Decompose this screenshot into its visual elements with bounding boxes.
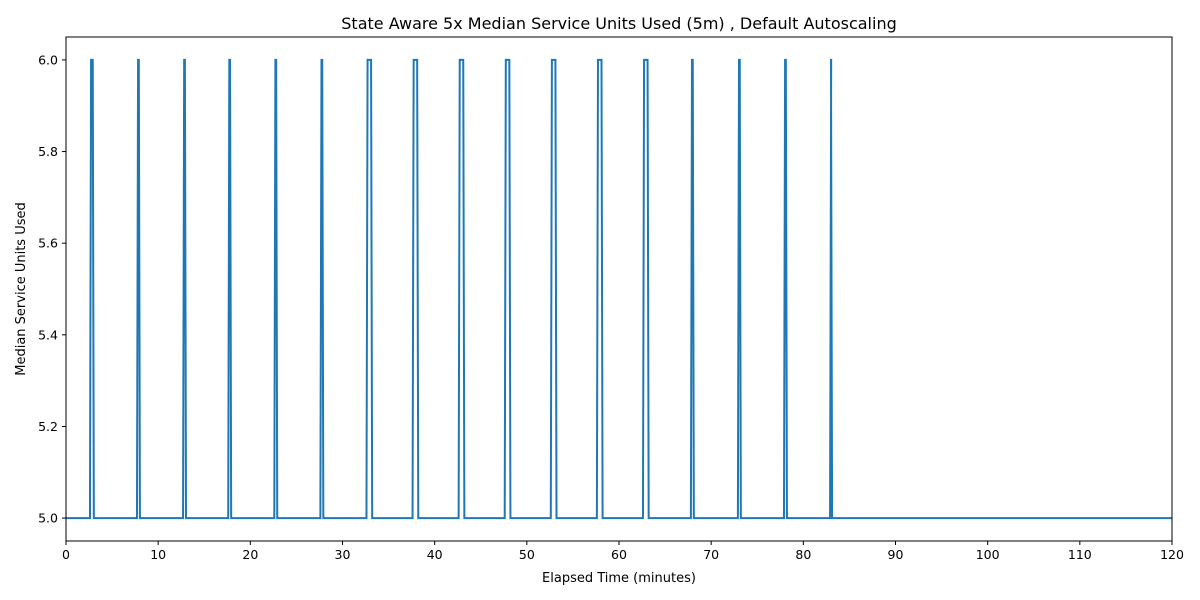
y-tick-label: 5.2 bbox=[38, 419, 58, 434]
x-tick-label: 20 bbox=[242, 547, 258, 562]
x-tick-label: 90 bbox=[888, 547, 904, 562]
y-tick-label: 5.0 bbox=[38, 511, 58, 526]
y-axis-ticks: 5.0 5.2 5.4 5.6 5.8 6.0 bbox=[38, 52, 66, 526]
x-axis-ticks: 0 10 20 30 40 50 60 70 80 90 100 110 120 bbox=[62, 541, 1184, 562]
series-line bbox=[66, 58, 1172, 520]
y-tick-label: 5.4 bbox=[38, 327, 58, 342]
x-tick-label: 30 bbox=[335, 547, 351, 562]
x-tick-label: 40 bbox=[427, 547, 443, 562]
x-tick-label: 100 bbox=[976, 547, 1000, 562]
x-axis-label: Elapsed Time (minutes) bbox=[542, 571, 696, 586]
x-tick-label: 80 bbox=[795, 547, 811, 562]
plot-area bbox=[65, 36, 1173, 542]
x-tick-label: 10 bbox=[150, 547, 166, 562]
chart-title: State Aware 5x Median Service Units Used… bbox=[341, 14, 896, 33]
y-tick-label: 5.8 bbox=[38, 144, 58, 159]
x-tick-label: 60 bbox=[611, 547, 627, 562]
y-tick-label: 6.0 bbox=[38, 52, 58, 67]
x-tick-label: 50 bbox=[519, 547, 535, 562]
x-tick-label: 0 bbox=[62, 547, 70, 562]
y-tick-label: 5.6 bbox=[38, 236, 58, 251]
x-tick-label: 110 bbox=[1068, 547, 1092, 562]
y-axis-label: Median Service Units Used bbox=[14, 202, 29, 376]
x-tick-label: 120 bbox=[1160, 547, 1184, 562]
x-tick-label: 70 bbox=[703, 547, 719, 562]
